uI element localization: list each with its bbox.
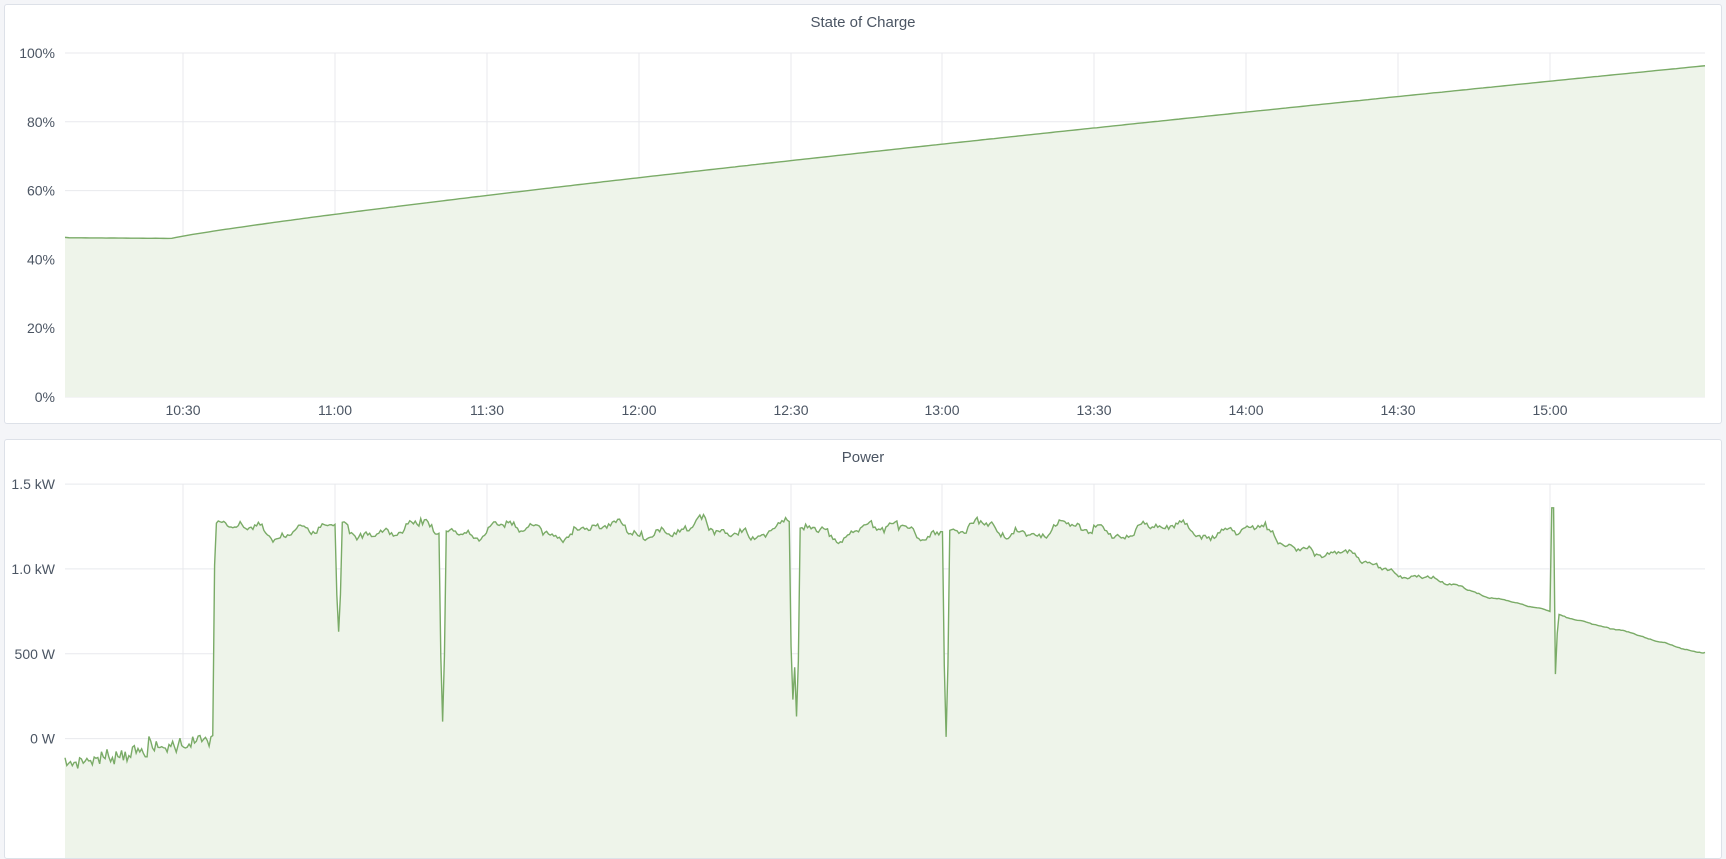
svg-text:80%: 80% — [27, 114, 55, 130]
svg-text:11:30: 11:30 — [470, 402, 504, 418]
svg-text:12:30: 12:30 — [773, 402, 808, 418]
svg-text:15:00: 15:00 — [1532, 402, 1567, 418]
svg-text:1.0 kW: 1.0 kW — [11, 561, 55, 577]
svg-text:0%: 0% — [35, 389, 55, 405]
svg-text:14:30: 14:30 — [1380, 402, 1415, 418]
svg-text:40%: 40% — [27, 251, 55, 267]
svg-text:14:00: 14:00 — [1228, 402, 1263, 418]
svg-text:60%: 60% — [27, 183, 55, 199]
svg-text:0 W: 0 W — [30, 731, 56, 747]
svg-text:13:00: 13:00 — [924, 402, 959, 418]
svg-text:10:30: 10:30 — [165, 402, 200, 418]
svg-text:100%: 100% — [19, 45, 55, 61]
svg-text:11:00: 11:00 — [318, 402, 352, 418]
svg-text:12:00: 12:00 — [621, 402, 656, 418]
svg-text:13:30: 13:30 — [1076, 402, 1111, 418]
svg-text:1.5 kW: 1.5 kW — [11, 476, 55, 492]
svg-text:500 W: 500 W — [15, 646, 56, 662]
svg-text:20%: 20% — [27, 320, 55, 336]
